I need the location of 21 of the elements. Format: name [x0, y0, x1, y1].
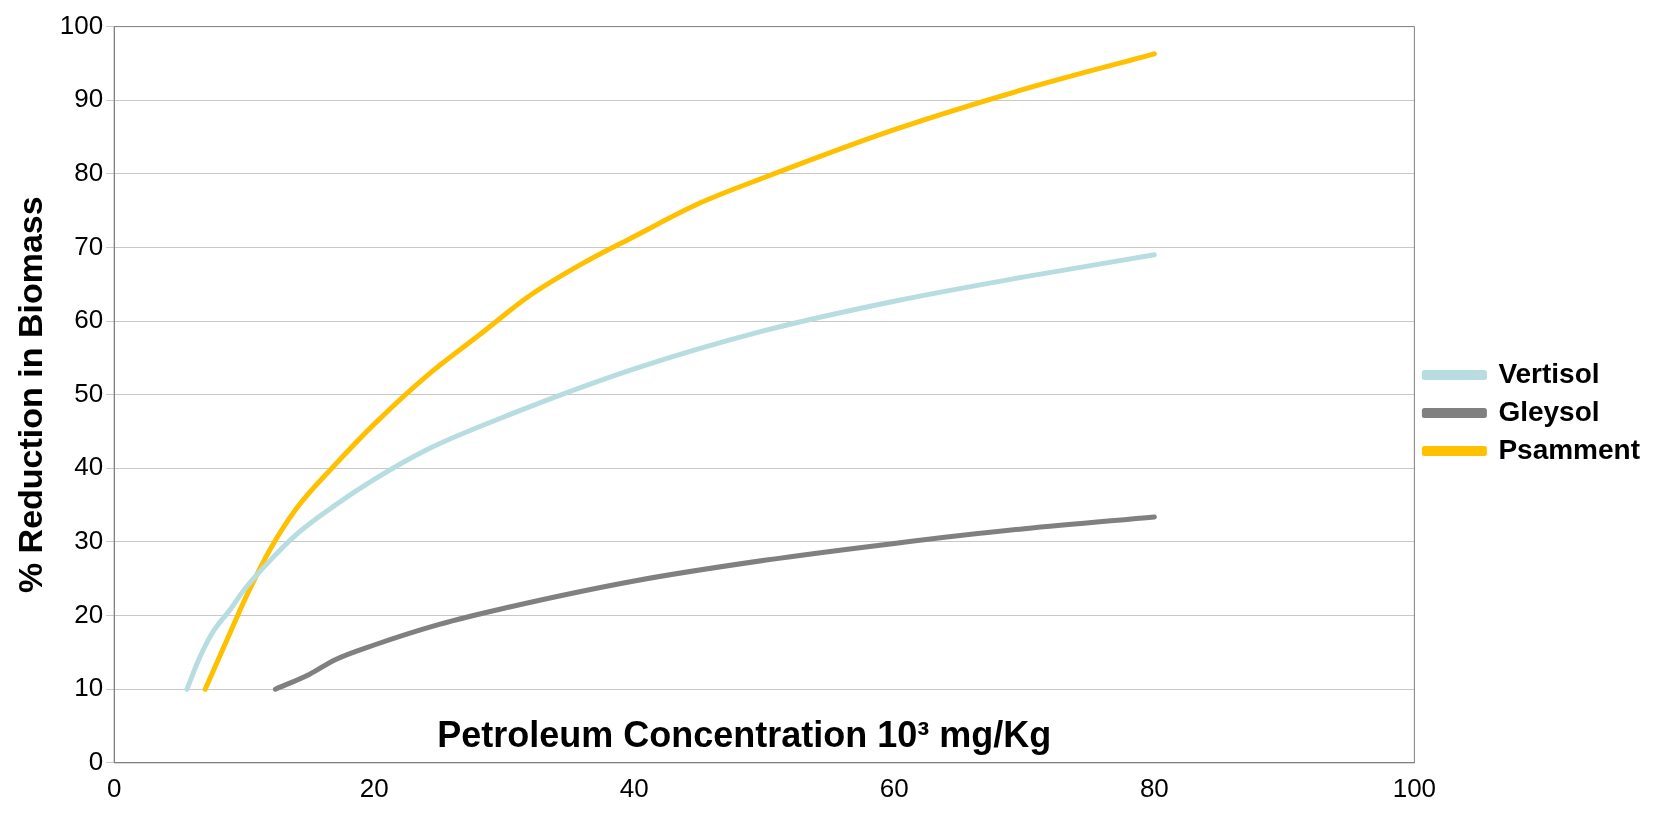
y-tick-label: 20: [74, 598, 104, 629]
y-tick-label: 70: [74, 230, 104, 261]
x-tick-label: 40: [619, 772, 649, 803]
y-tick-label: 10: [74, 672, 104, 703]
x-tick-label: 60: [879, 772, 909, 803]
y-tick-label: 30: [74, 525, 104, 556]
y-tick-label: 90: [74, 83, 104, 114]
y-tick-label: 60: [74, 304, 104, 335]
y-tick-label: 0: [88, 745, 104, 776]
y-tick-label: 100: [59, 9, 104, 40]
x-tick-label: 20: [359, 772, 389, 803]
y-tick-label: 80: [74, 157, 104, 188]
y-tick-label: 50: [74, 377, 104, 408]
y-tick-label: 40: [74, 451, 104, 482]
x-tick-label: 80: [1139, 772, 1169, 803]
y-axis-title: % Reduction in Biomass: [10, 196, 49, 594]
legend-label: Vertisol: [1498, 357, 1600, 389]
legend-label: Psamment: [1498, 433, 1641, 465]
x-axis-title: Petroleum Concentration 10³ mg/Kg: [437, 713, 1052, 755]
x-tick-label: 100: [1392, 772, 1437, 803]
legend-label: Gleysol: [1498, 395, 1600, 427]
